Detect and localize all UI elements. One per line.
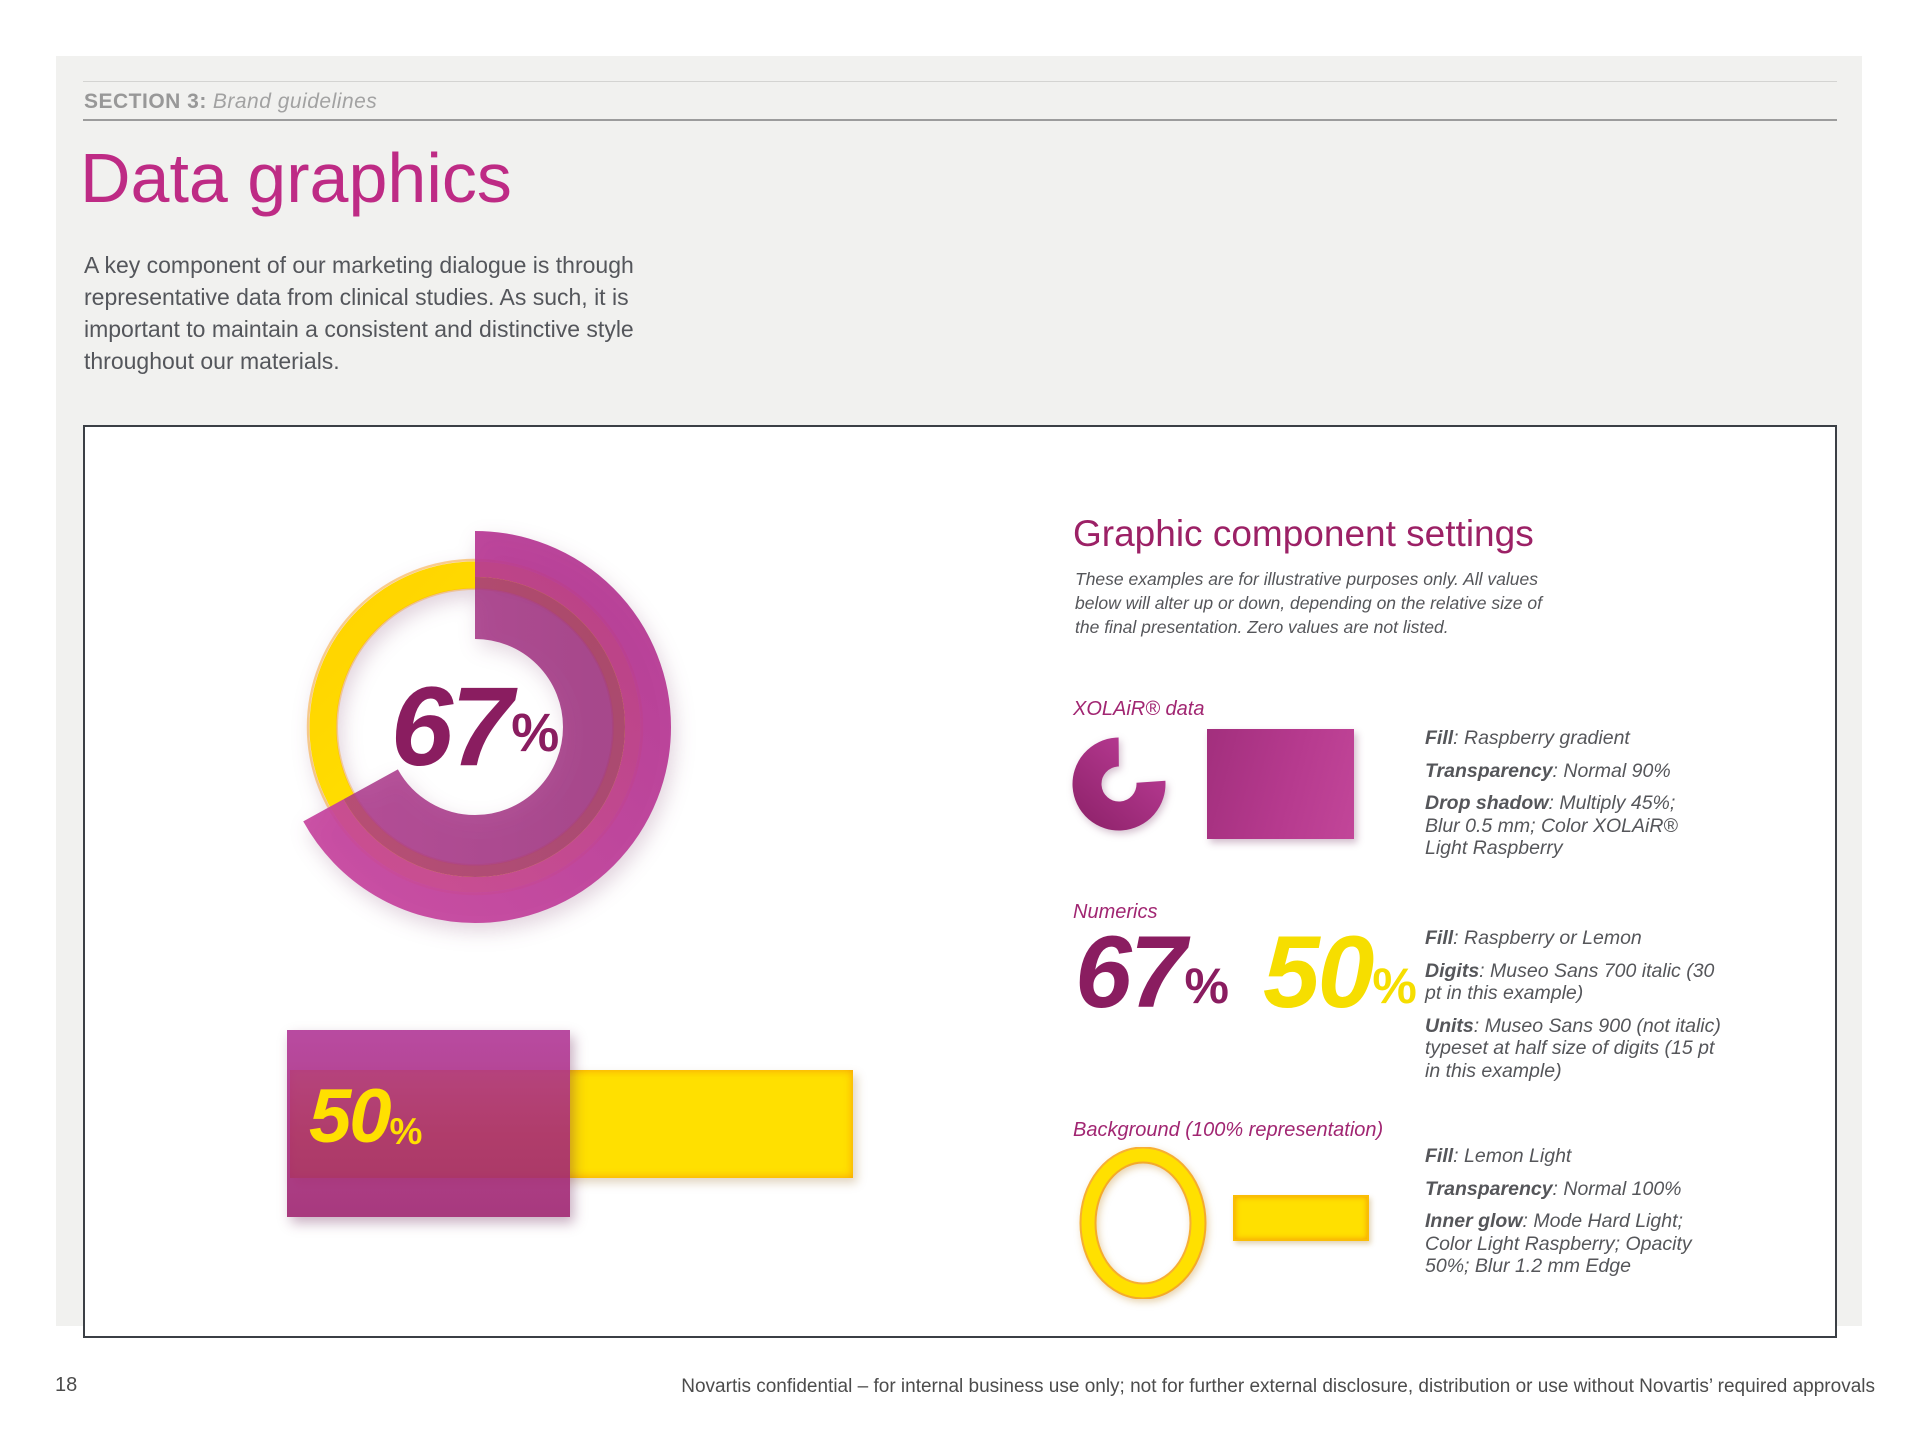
specs-xolair-data: Fill: Raspberry gradient Transparency: N… xyxy=(1425,727,1715,870)
header-rule-top xyxy=(83,81,1837,82)
specs-background: Fill: Lemon Light Transparency: Normal 1… xyxy=(1425,1145,1715,1288)
settings-subtitle: These examples are for illustrative purp… xyxy=(1075,569,1542,637)
section-label: SECTION 3: xyxy=(84,90,207,113)
intro-paragraph: A key component of our marketing dialogu… xyxy=(84,252,634,374)
raspberry-gradient-swatch xyxy=(1207,729,1354,839)
spec-line: Fill: Raspberry or Lemon xyxy=(1425,927,1642,949)
donut-value-digits: 67 xyxy=(390,664,514,789)
row-label-numerics: Numerics xyxy=(1073,901,1158,923)
donut-chart-67pct xyxy=(273,525,677,929)
spec-line: Inner glow: Mode Hard Light; Color Light… xyxy=(1425,1210,1692,1277)
section-header: SECTION 3: Brand guidelines xyxy=(84,90,377,114)
donut-value-arc-inner xyxy=(325,577,625,877)
raspberry-arc-icon xyxy=(1071,725,1167,839)
donut-value-arc-outer xyxy=(279,531,671,923)
section-name: Brand guidelines xyxy=(212,90,378,113)
numeric-example-lemon: 50% xyxy=(1262,915,1417,1029)
donut-chart-svg xyxy=(279,531,671,923)
confidentiality-notice: Novartis confidential – for internal bus… xyxy=(681,1376,1875,1397)
numeric-example-raspberry: 67% xyxy=(1075,915,1229,1029)
bar-value-digits: 50 xyxy=(309,1074,392,1159)
spec-line: Fill: Raspberry gradient xyxy=(1425,727,1630,749)
numerics-examples: 67% 50% xyxy=(1075,915,1417,1029)
content-box: 67% 50% Graphic component settings These… xyxy=(83,425,1837,1338)
lemon-ring-icon xyxy=(1079,1146,1207,1300)
settings-title: Graphic component settings xyxy=(1073,513,1534,554)
spec-line: Drop shadow: Multiply 45%; Blur 0.5 mm; … xyxy=(1425,792,1678,859)
bar-value-unit: % xyxy=(389,1111,423,1152)
spec-line: Fill: Lemon Light xyxy=(1425,1145,1572,1167)
lemon-bar-icon xyxy=(1233,1195,1369,1241)
spec-line: Transparency: Normal 100% xyxy=(1425,1177,1682,1200)
row-label-background: Background (100% representation) xyxy=(1073,1119,1384,1141)
spec-line: Units: Museo Sans 900 (not italic) types… xyxy=(1425,1014,1721,1082)
specs-numerics: Fill: Raspberry or Lemon Digits: Museo S… xyxy=(1425,927,1730,1092)
donut-value-unit: % xyxy=(511,703,560,763)
page-title: Data graphics xyxy=(80,139,512,217)
bar-value-50pct xyxy=(287,1030,570,1217)
spec-line: Transparency: Normal 90% xyxy=(1425,759,1671,782)
header-rule-bottom xyxy=(83,119,1837,121)
spec-line: Digits: Museo Sans 700 italic (30 pt in … xyxy=(1425,959,1715,1005)
page-number: 18 xyxy=(55,1374,78,1396)
bar-label: 50% xyxy=(309,1079,422,1155)
donut-center-label: 67% xyxy=(273,525,677,929)
row-label-xolair-data: XOLAiR® data xyxy=(1073,698,1205,720)
